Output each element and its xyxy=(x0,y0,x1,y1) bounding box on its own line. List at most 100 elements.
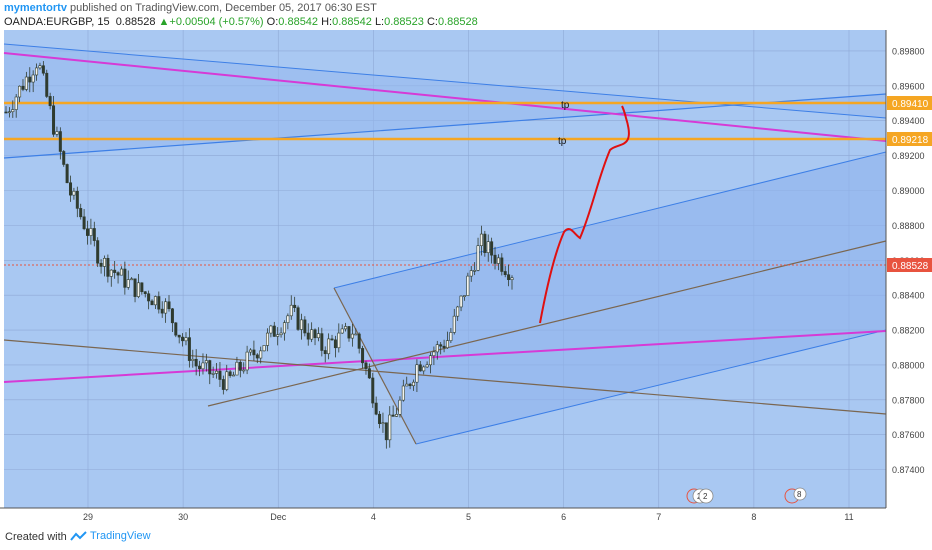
y-tick-label: 0.89200 xyxy=(892,151,925,161)
level-89218-text: 0.89218 xyxy=(892,135,929,146)
candle-body xyxy=(466,275,470,296)
candle-body xyxy=(235,361,239,376)
y-tick-label: 0.89400 xyxy=(892,116,925,126)
candle-body xyxy=(391,414,395,417)
candle-body xyxy=(62,151,66,165)
symbol-label: OANDA:EURGBP, 15 xyxy=(4,16,110,28)
last-price-tag xyxy=(887,258,932,272)
candle-body xyxy=(265,332,269,346)
candle-body xyxy=(337,332,341,349)
candle-body xyxy=(45,72,49,97)
candle-body xyxy=(164,301,168,314)
candle-body xyxy=(225,371,229,390)
candle-body xyxy=(116,272,120,276)
candle-body xyxy=(395,414,399,417)
time-axis-ticks: 29 30 Dec 4 5 6 7 8 11 xyxy=(83,512,854,522)
candle-body xyxy=(130,278,134,281)
candle-body xyxy=(384,422,388,441)
low-value: 0.88523 xyxy=(384,16,424,28)
candle-body xyxy=(316,333,320,339)
candle-body xyxy=(323,350,327,355)
candle-body xyxy=(289,304,293,317)
y-tick-label: 0.87600 xyxy=(892,430,925,440)
channel-bottom-line[interactable] xyxy=(415,329,887,445)
time-axis[interactable] xyxy=(0,508,932,524)
candle-body xyxy=(473,270,477,272)
fan-lower-line[interactable] xyxy=(3,93,887,159)
candle-body xyxy=(503,271,507,275)
y-tick-label: 0.88400 xyxy=(892,291,925,301)
candle-body xyxy=(153,296,157,306)
y-tick-label: 0.88000 xyxy=(892,360,925,370)
projected-path[interactable] xyxy=(539,105,630,324)
rising-channel-fill xyxy=(334,152,886,444)
x-tick-label: 4 xyxy=(371,512,376,522)
candle-body xyxy=(109,269,113,277)
candle-body xyxy=(361,348,365,364)
candle-body xyxy=(106,257,110,277)
brown-rising-line[interactable] xyxy=(207,240,887,407)
candle-body xyxy=(160,308,164,314)
tp-upper-label: tp xyxy=(561,100,570,111)
event-marker-b[interactable]: 8 xyxy=(784,487,807,504)
candle-body xyxy=(4,111,8,114)
candle-body xyxy=(269,325,273,334)
candle-body xyxy=(381,422,385,425)
published-text: published on TradingView.com, December 0… xyxy=(66,2,377,14)
candle-body xyxy=(92,228,96,241)
candle-body xyxy=(252,349,256,356)
candle-body xyxy=(340,328,344,334)
chart[interactable]: tp tp 2 2 8 0.89800 0.89600 0.89400 0.89200… xyxy=(0,30,932,524)
low-label: L: xyxy=(374,16,385,28)
close-label: C: xyxy=(426,16,438,28)
brown-steep-line[interactable] xyxy=(333,287,417,445)
candle-body xyxy=(357,333,361,349)
close-value: 0.88528 xyxy=(437,16,478,28)
candle-body xyxy=(174,322,178,336)
candle-body xyxy=(449,332,453,341)
candle-body xyxy=(442,345,446,349)
magenta-lower-line[interactable] xyxy=(3,330,887,383)
candle-body xyxy=(262,345,266,352)
brown-falling-line[interactable] xyxy=(3,339,887,415)
candle-body xyxy=(69,182,73,196)
candle-body xyxy=(184,337,188,342)
fan-upper-line[interactable] xyxy=(3,43,887,119)
candle-body xyxy=(327,338,331,355)
event-marker-a[interactable]: 2 2 xyxy=(686,488,714,504)
magenta-upper-line[interactable] xyxy=(3,52,887,142)
candle-body xyxy=(18,85,22,98)
x-tick-label: 8 xyxy=(751,512,756,522)
y-tick-label: 0.87400 xyxy=(892,465,925,475)
candle-body xyxy=(126,279,130,288)
candle-body xyxy=(201,362,205,370)
candle-body xyxy=(445,340,449,349)
candle-body xyxy=(469,270,473,277)
candle-body xyxy=(55,131,59,135)
candle-body xyxy=(507,274,511,280)
y-tick-label: 0.89800 xyxy=(892,46,925,56)
candle-body xyxy=(204,360,208,364)
candle-body xyxy=(439,344,443,347)
tradingview-brand-link[interactable]: TradingView xyxy=(90,530,151,542)
candle-body xyxy=(133,278,137,297)
candle-body xyxy=(320,333,324,351)
ohlc-line: OANDA:EURGBP, 15 0.88528 ▲+0.00504 (+0.5… xyxy=(4,16,478,28)
candle-body xyxy=(221,379,225,390)
author-link[interactable]: mymentortv xyxy=(4,2,67,14)
candle-body xyxy=(490,241,494,256)
price-axis-ticks: 0.89800 0.89600 0.89400 0.89200 0.89000 0.888… xyxy=(892,46,925,475)
candlestick-series xyxy=(4,61,514,449)
candle-body xyxy=(378,413,382,424)
candle-body xyxy=(79,208,83,218)
candle-body xyxy=(364,362,368,369)
candle-body xyxy=(28,76,32,83)
candle-body xyxy=(344,326,348,330)
candle-body xyxy=(140,282,144,293)
candle-body xyxy=(167,301,171,310)
candle-body xyxy=(102,257,106,267)
x-tick-label: 5 xyxy=(466,512,471,522)
candle-body xyxy=(65,164,69,184)
candle-body xyxy=(255,354,259,359)
candle-body xyxy=(181,336,185,342)
